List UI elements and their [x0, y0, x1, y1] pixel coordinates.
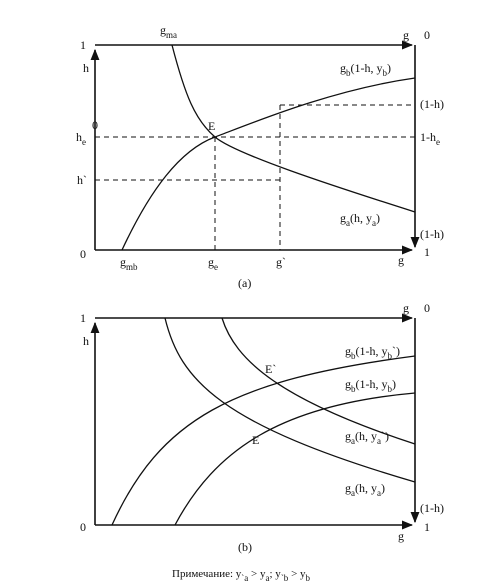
- label: 0: [424, 301, 430, 315]
- label-part: (h, y: [350, 211, 372, 225]
- label-part: g: [345, 481, 351, 495]
- subscript: b: [351, 351, 356, 361]
- label: 0: [424, 28, 430, 42]
- label: g`: [276, 255, 286, 269]
- curve: [171, 44, 416, 213]
- label-part: `): [392, 344, 400, 358]
- subscript: b: [346, 68, 351, 78]
- curve: [174, 392, 416, 526]
- label-part: ): [392, 377, 396, 391]
- subscript: b: [306, 573, 311, 583]
- label-part: g: [345, 377, 351, 391]
- label: 1: [424, 520, 430, 534]
- subscript: b: [383, 68, 388, 78]
- label: E`: [265, 362, 276, 376]
- curve: [221, 317, 416, 445]
- label-part: (1-h, y: [351, 61, 383, 75]
- label: Примечание: y`a > ya; y`b > yb: [172, 568, 311, 583]
- label: ga(h, ya`): [345, 429, 389, 446]
- label-part: ): [387, 61, 391, 75]
- label: (b): [238, 540, 252, 554]
- label: ga(h, ya): [345, 481, 385, 498]
- label-part: g: [345, 429, 351, 443]
- label: 0: [92, 118, 98, 132]
- label-part: 1-h: [420, 130, 436, 144]
- label: h: [83, 61, 89, 75]
- label-part: h: [76, 130, 82, 144]
- subscript: a: [372, 218, 376, 228]
- label: g: [398, 529, 404, 543]
- label: 0: [80, 520, 86, 534]
- label: h`: [77, 173, 87, 187]
- label: (a): [238, 276, 251, 290]
- label: gmb: [120, 255, 138, 272]
- label-part: g: [120, 255, 126, 269]
- label-part: ; y: [270, 568, 282, 580]
- label: E: [252, 433, 259, 447]
- label-part: > y: [248, 568, 266, 580]
- curve: [164, 317, 416, 483]
- label-part: (h, y: [355, 481, 377, 495]
- label: 1: [424, 245, 430, 259]
- label: (1-h): [420, 227, 444, 241]
- label: gb(1-h, yb): [345, 377, 396, 394]
- subscript: ma: [166, 30, 177, 40]
- label-part: ): [381, 481, 385, 495]
- label: 1: [80, 311, 86, 325]
- label: h: [83, 334, 89, 348]
- dashed-line: [95, 104, 415, 250]
- label: 1-he: [420, 130, 440, 147]
- subscript: e: [436, 137, 440, 147]
- label-part: Примечание: y: [172, 568, 242, 580]
- label: gma: [160, 23, 177, 40]
- subscript: b: [351, 384, 356, 394]
- subscript: e: [82, 137, 86, 147]
- label: E: [208, 119, 215, 133]
- label: gb(1-h, yb`): [345, 344, 400, 361]
- label: gb(1-h, yb): [340, 61, 391, 78]
- subscript: a: [351, 436, 355, 446]
- label-part: g: [345, 344, 351, 358]
- label: (1-h): [420, 97, 444, 111]
- subscript: a: [377, 488, 381, 498]
- label-part: `): [381, 429, 389, 443]
- label: g: [403, 301, 409, 315]
- subscript: `a: [241, 573, 248, 583]
- label-part: (h, y: [355, 429, 377, 443]
- label-part: (1-h, y: [356, 344, 388, 358]
- subscript: b: [388, 351, 393, 361]
- label-part: g: [208, 255, 214, 269]
- label: (1-h): [420, 501, 444, 515]
- label-part: g: [340, 211, 346, 225]
- label-part: g: [340, 61, 346, 75]
- label: ge: [208, 255, 218, 272]
- subscript: e: [214, 262, 218, 272]
- label: 1: [80, 38, 86, 52]
- label: he: [76, 130, 86, 147]
- subscript: a: [266, 573, 270, 583]
- subscript: a: [377, 436, 381, 446]
- label: ga(h, ya): [340, 211, 380, 228]
- label-part: ): [376, 211, 380, 225]
- label-part: g: [160, 23, 166, 37]
- panel-a: 1 gma g 0 h 0 he h` gb(1-h, yb) (1-h) 1-…: [76, 23, 444, 290]
- curve: [111, 355, 416, 526]
- label-part: > y: [288, 568, 306, 580]
- label: 0: [80, 247, 86, 261]
- subscript: b: [388, 384, 393, 394]
- label-part: (1-h, y: [356, 377, 388, 391]
- label: g: [403, 28, 409, 42]
- label: g: [398, 253, 404, 267]
- subscript: a: [346, 218, 350, 228]
- subscript: a: [351, 488, 355, 498]
- subscript: `b: [281, 573, 289, 583]
- panel-b: 1 g 0 h gb(1-h, yb`) gb(1-h, yb) ga(h, y…: [80, 301, 444, 554]
- subscript: mb: [126, 262, 138, 272]
